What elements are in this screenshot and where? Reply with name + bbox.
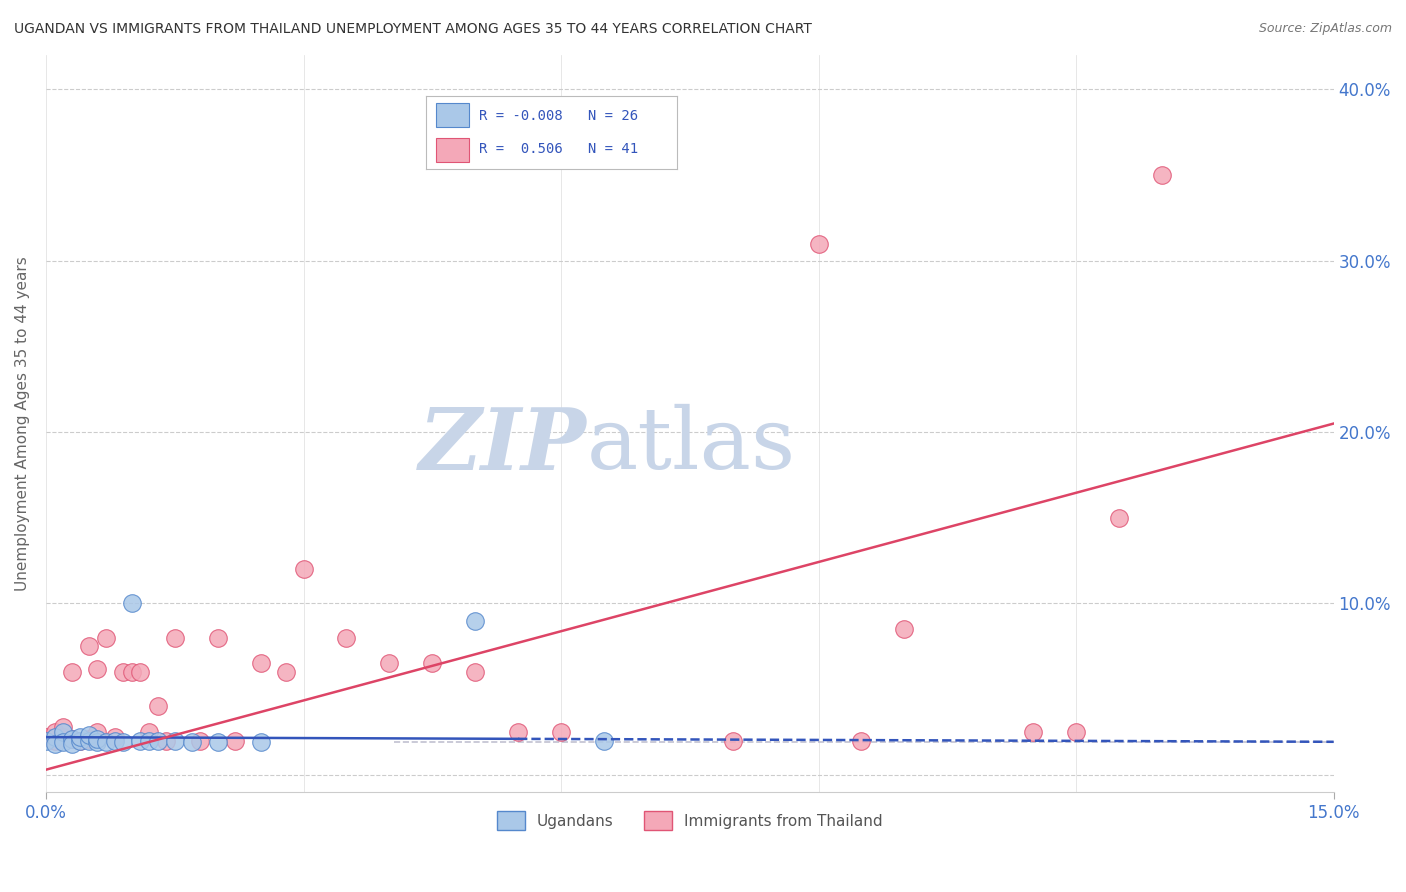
Point [180,735,202,749]
Point [378,657,401,671]
Point [104,733,127,747]
Point [129,665,152,679]
Point [807,236,830,251]
Point [52,735,75,749]
Point [86,735,108,749]
Point [60,665,83,679]
Point [94,735,117,749]
Point [52,720,75,734]
Point [112,735,135,749]
Point [77,640,100,654]
Point [60,737,83,751]
Point [190,733,212,747]
Point [44,737,66,751]
Text: atlas: atlas [586,404,796,487]
Point [163,631,186,645]
Point [893,622,915,636]
Point [508,725,530,739]
Point [69,730,91,744]
Point [146,733,169,747]
Point [44,730,66,744]
Point [464,614,486,628]
Point [69,733,91,747]
Point [52,725,75,739]
Point [550,725,572,739]
Point [86,725,108,739]
Point [104,730,127,744]
Point [35,730,58,744]
Point [77,733,100,747]
Point [77,731,100,746]
Point [249,735,271,749]
Text: UGANDAN VS IMMIGRANTS FROM THAILAND UNEMPLOYMENT AMONG AGES 35 TO 44 YEARS CORRE: UGANDAN VS IMMIGRANTS FROM THAILAND UNEM… [14,22,811,37]
Point [94,631,117,645]
Point [207,735,229,749]
Point [44,733,66,747]
Point [1022,725,1045,739]
Legend: Ugandans, Immigrants from Thailand: Ugandans, Immigrants from Thailand [491,805,889,836]
Point [1150,168,1173,182]
Point [60,731,83,746]
Point [86,731,108,746]
Point [129,733,152,747]
Point [335,631,357,645]
Point [77,728,100,742]
Y-axis label: Unemployment Among Ages 35 to 44 years: Unemployment Among Ages 35 to 44 years [15,256,30,591]
Point [593,733,616,747]
Point [121,665,143,679]
Point [163,733,186,747]
Point [155,733,177,747]
Point [138,725,160,739]
Point [851,733,873,747]
Text: Source: ZipAtlas.com: Source: ZipAtlas.com [1258,22,1392,36]
Point [138,733,160,747]
Point [420,657,443,671]
Point [249,657,271,671]
Point [52,730,75,744]
Point [69,733,91,747]
Point [207,631,229,645]
Point [121,597,143,611]
Point [112,665,135,679]
Point [721,733,744,747]
Point [44,725,66,739]
Point [1108,510,1130,524]
Point [224,733,246,747]
Text: ZIP: ZIP [419,404,586,487]
Point [86,662,108,676]
Point [146,699,169,714]
Point [464,665,486,679]
Point [276,665,298,679]
Point [1064,725,1087,739]
Point [60,731,83,746]
Point [292,562,315,576]
Point [35,733,58,747]
